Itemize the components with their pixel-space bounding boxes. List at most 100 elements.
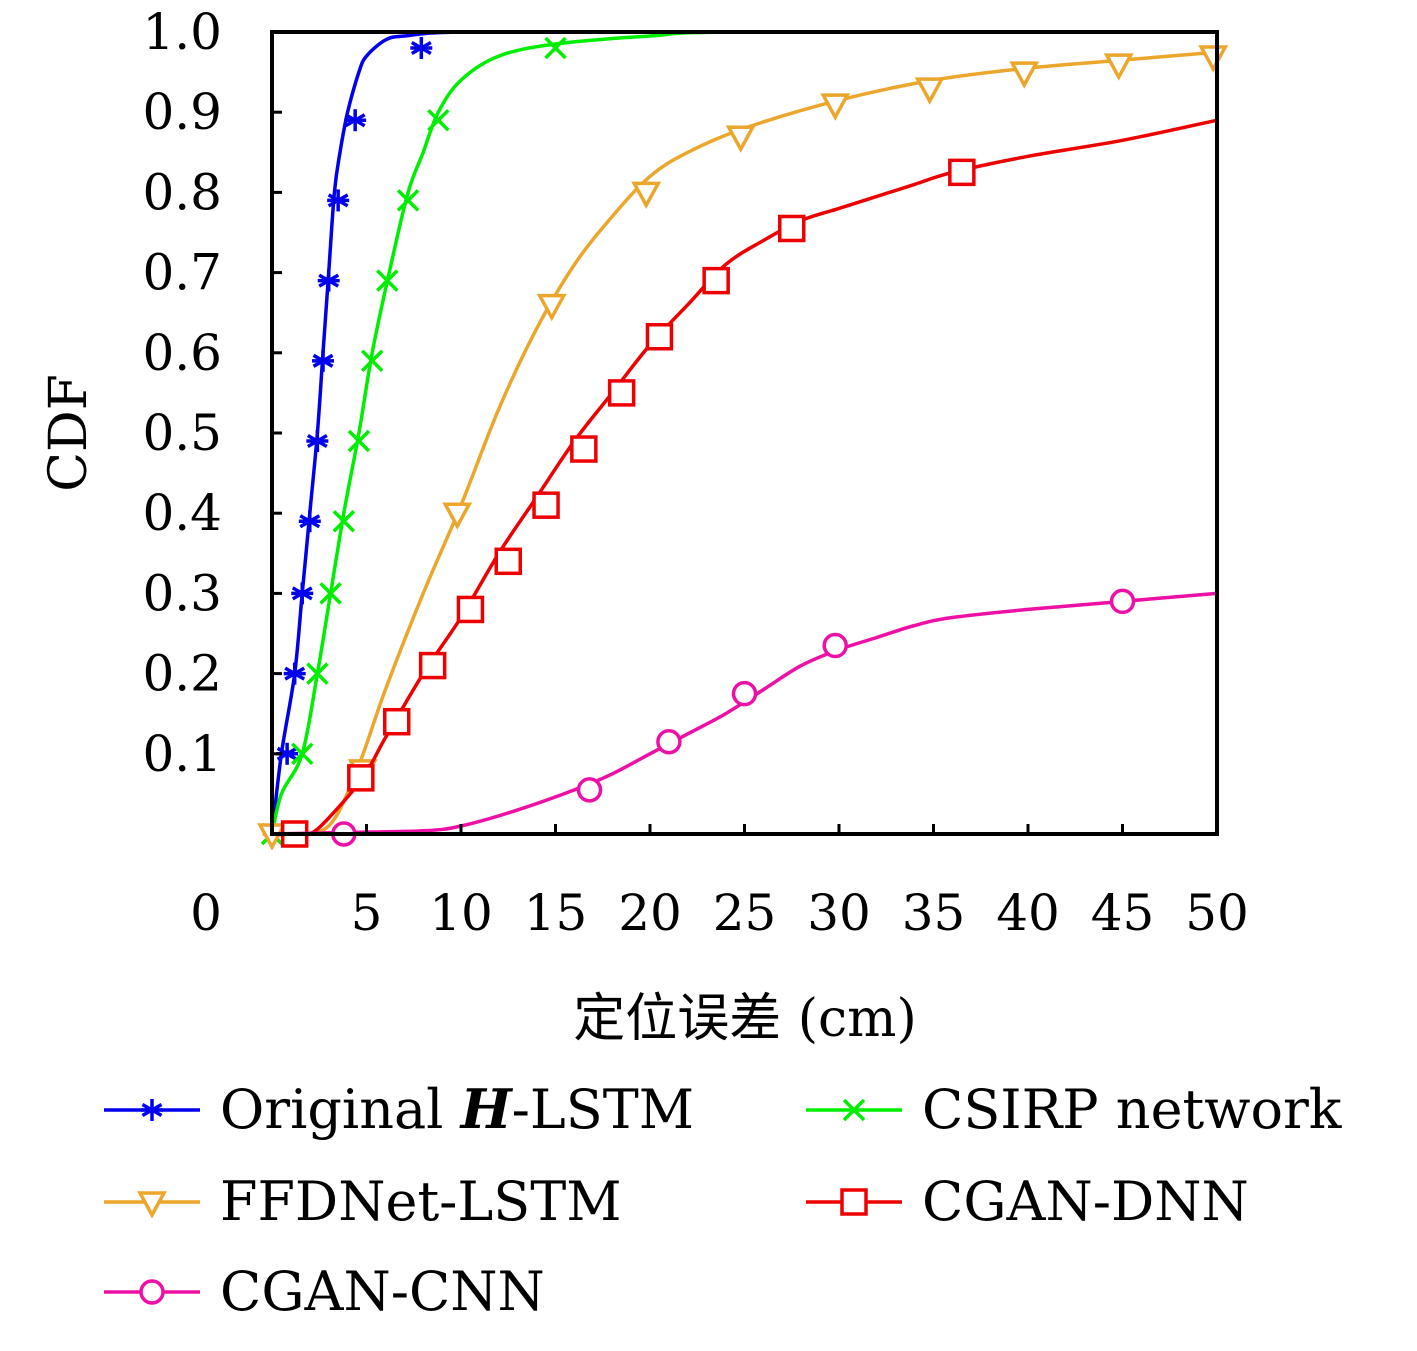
data-point [418, 651, 447, 680]
series-layer [257, 29, 1229, 851]
data-point [1109, 588, 1136, 615]
data-point [427, 108, 450, 132]
legend-swatch-marker [141, 1099, 163, 1121]
legend-item: CSIRP network [806, 1078, 1343, 1141]
data-point [702, 266, 730, 295]
legend-label: CGAN-CNN [220, 1260, 545, 1323]
data-point [298, 510, 321, 533]
legend-swatch-marker [840, 1188, 868, 1216]
y-tick-label: 0.5 [142, 404, 222, 462]
data-point [360, 349, 384, 373]
data-point [376, 269, 399, 292]
data-point [820, 93, 851, 121]
x-tick-label: 40 [996, 884, 1060, 942]
legend-label: Original H-LSTM [220, 1077, 694, 1141]
y-tick-label: 0.9 [142, 83, 222, 141]
legend-item: CGAN-DNN [806, 1170, 1249, 1233]
plot-frame [270, 30, 1219, 836]
legend-swatch-marker [137, 1191, 167, 1219]
series-1 [260, 29, 1218, 846]
series-line [270, 29, 1217, 835]
data-point [327, 189, 350, 212]
y-tick-label: 0.2 [142, 645, 222, 703]
data-point [494, 547, 522, 576]
series-line [270, 29, 1218, 835]
x-tick-label: 10 [429, 884, 493, 942]
series-4 [271, 588, 1218, 847]
data-point [317, 269, 340, 292]
data-point [291, 742, 314, 766]
y-axis-title: CDF [39, 374, 99, 492]
data-point [319, 582, 342, 605]
y-tick-label: 0.1 [142, 725, 222, 783]
data-point [396, 189, 420, 212]
legend-item: FFDNet-LSTM [104, 1170, 622, 1233]
data-point [778, 214, 806, 243]
data-point [656, 729, 682, 755]
data-point [347, 764, 375, 792]
data-point [1103, 53, 1134, 81]
y-tick-label: 1.0 [142, 3, 222, 61]
x-axis-title: 定位误差 (cm) [573, 989, 917, 1049]
data-point [291, 582, 314, 605]
data-point [283, 662, 306, 685]
legend: Original H-LSTM CSIRP network FFDNet-LSTM C… [104, 1077, 1343, 1323]
legend-label-part: -LSTM [512, 1078, 694, 1141]
data-point [645, 323, 674, 351]
series-2 [257, 45, 1229, 851]
data-point [332, 509, 356, 533]
data-point [344, 109, 367, 132]
x-tick-label: 20 [618, 884, 682, 942]
data-point [532, 491, 560, 519]
data-point [570, 435, 598, 463]
tick-layer: 0 5 10 15 20 25 30 35 40 45 50 0.1 0.2 0.3 0.4 0.5 0.6 0.… [142, 3, 1248, 942]
data-point [914, 77, 945, 105]
data-point [306, 430, 329, 453]
legend-label-part: H [459, 1077, 514, 1141]
y-tick-label: 0.7 [142, 244, 222, 302]
data-point [544, 36, 567, 60]
data-point [456, 595, 485, 624]
x-tick-label: 25 [713, 884, 777, 942]
data-point [725, 125, 756, 153]
data-point [410, 37, 433, 60]
series-0 [270, 29, 1217, 835]
legend-swatch-marker [139, 1279, 165, 1305]
legend-label: FFDNet-LSTM [220, 1170, 622, 1233]
legend-label-part: Original [220, 1078, 461, 1141]
data-point [442, 502, 473, 530]
data-point [576, 777, 603, 803]
legend-swatch-marker [842, 1098, 866, 1122]
data-point [822, 632, 848, 659]
series-3 [280, 118, 1218, 848]
data-point [1009, 61, 1040, 89]
legend-label: CSIRP network [922, 1078, 1343, 1141]
series-line [271, 591, 1218, 836]
legend-item: Original H-LSTM [104, 1077, 694, 1141]
legend-item: CGAN-CNN [104, 1260, 545, 1323]
data-point [382, 707, 411, 736]
data-point [1198, 45, 1229, 73]
y-tick-label: 0.6 [142, 324, 222, 382]
series-line [290, 118, 1218, 837]
data-point [607, 379, 636, 407]
data-point [631, 181, 662, 210]
x-tick-label: 15 [524, 884, 588, 942]
data-point [536, 293, 567, 322]
legend-label: CGAN-DNN [922, 1170, 1249, 1233]
y-tick-label: 0.8 [142, 163, 222, 221]
x-tick-label: 5 [351, 884, 383, 942]
data-point [731, 680, 758, 707]
data-point [347, 429, 371, 453]
x-tick-label: 35 [902, 884, 966, 942]
y-tick-label: 0.4 [142, 484, 222, 542]
data-point [312, 349, 335, 372]
data-point [306, 662, 329, 685]
data-point [948, 158, 976, 187]
x-tick-label: 50 [1185, 884, 1249, 942]
x-tick-label: 0 [190, 884, 222, 942]
x-tick-label: 45 [1091, 884, 1155, 942]
x-tick-label: 30 [807, 884, 871, 942]
y-tick-label: 0.3 [142, 564, 222, 622]
